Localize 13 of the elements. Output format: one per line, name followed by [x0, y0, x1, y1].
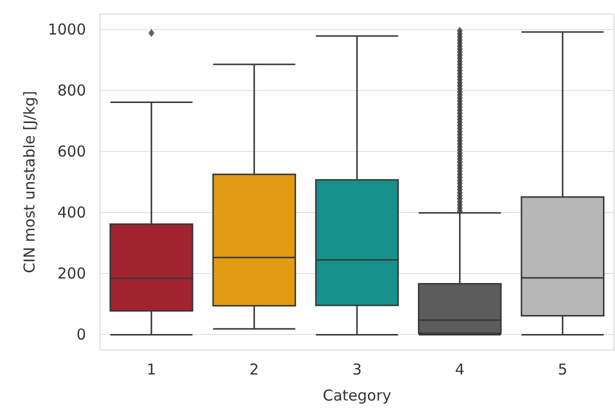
y-tick-label: 400	[57, 204, 86, 222]
y-tick-label: 600	[57, 142, 86, 160]
x-tick-label: 2	[249, 360, 259, 378]
y-tick-label: 200	[57, 264, 86, 283]
y-axis-title: CIN most unstable [J/kg]	[20, 90, 38, 274]
x-tick-label: 3	[352, 360, 362, 378]
y-tick-label: 0	[76, 326, 86, 344]
x-axis-title: Category	[322, 386, 392, 404]
x-tick-label: 5	[558, 360, 568, 378]
y-tick-label: 800	[57, 81, 86, 100]
x-tick-label: 1	[146, 360, 156, 378]
x-tick-label: 4	[455, 360, 465, 378]
y-tick-label: 1000	[48, 20, 86, 38]
